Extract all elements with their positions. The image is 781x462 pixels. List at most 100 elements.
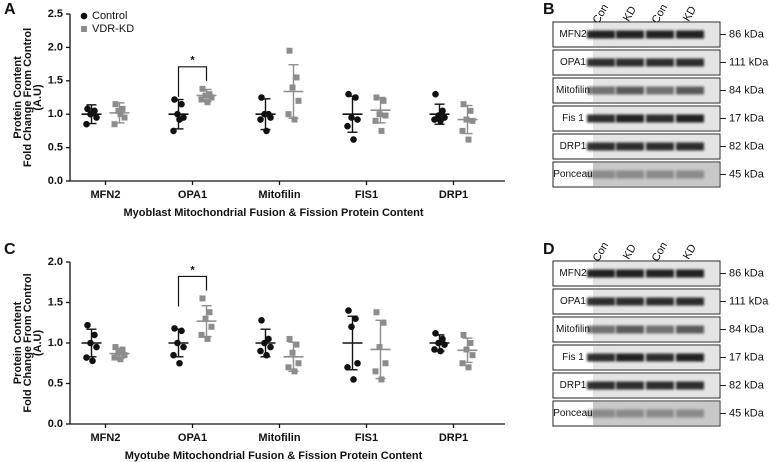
data-point (121, 114, 128, 121)
data-point (439, 335, 446, 343)
data-point (348, 323, 355, 331)
data-point (204, 335, 211, 342)
data-point (469, 117, 476, 124)
data-point (376, 344, 383, 351)
blot-row-label: OPA1 (560, 296, 586, 307)
y-tick-label: 1.5 (48, 296, 63, 308)
data-point (439, 107, 446, 115)
blot-band (676, 142, 704, 151)
data-point (93, 343, 100, 351)
blot-band (587, 269, 615, 278)
blot-band (616, 409, 644, 418)
legend-label: Control (92, 10, 127, 22)
data-point (465, 136, 472, 143)
data-point (295, 360, 302, 367)
blot-row-label: Mitofilin (556, 85, 590, 96)
data-point (198, 96, 205, 103)
lane-label: KD (621, 4, 639, 23)
data-point (83, 354, 90, 361)
y-tick-label: 0.5 (48, 377, 63, 389)
blot-row-label: OPA1 (560, 57, 586, 68)
blot-band (646, 409, 674, 418)
blot-band (676, 269, 704, 278)
data-point (352, 315, 359, 323)
blot-band (676, 58, 704, 67)
blot-band (616, 353, 644, 362)
blot-row-label: MFN2 (559, 29, 587, 40)
blot-band (587, 58, 615, 67)
x-tick-label: FIS1 (355, 189, 378, 201)
y-axis-label: Protein Content (12, 56, 24, 139)
lane-label: KD (681, 4, 699, 23)
blot-row-label: DRP1 (560, 141, 587, 152)
data-point (378, 376, 385, 383)
data-point (115, 349, 122, 356)
y-axis-label: Fold Change From Control (22, 28, 34, 167)
lane-label: Con (650, 240, 670, 263)
blot-band (616, 30, 644, 39)
blot-band (646, 58, 674, 67)
blot-band (616, 142, 644, 151)
blot-band (616, 170, 644, 179)
data-point (267, 343, 274, 351)
data-point (348, 114, 355, 121)
data-point (121, 352, 128, 359)
data-point (373, 309, 380, 316)
data-point (291, 116, 298, 123)
legend-marker (80, 12, 88, 20)
data-point (115, 107, 122, 114)
size-label: 111 kDa (729, 56, 769, 68)
y-axis-label: Fold Change From Control (22, 273, 34, 412)
data-point (263, 127, 270, 135)
x-tick-label: DRP1 (439, 432, 468, 444)
y-tick-label: 1.0 (48, 108, 63, 120)
data-point (93, 114, 100, 121)
data-point (257, 347, 264, 355)
data-point (380, 97, 387, 104)
x-tick-label: MFN2 (91, 432, 121, 444)
blot-band (616, 297, 644, 306)
blot-band (676, 114, 704, 123)
blot-band (646, 142, 674, 151)
data-point (345, 307, 352, 314)
blot-band (587, 86, 615, 95)
data-point (119, 346, 126, 353)
significance-bracket (177, 275, 208, 307)
data-point (354, 359, 361, 367)
y-tick-label: 1.0 (48, 337, 63, 349)
data-point (431, 116, 438, 123)
data-point (206, 91, 213, 98)
x-tick-label: FIS1 (355, 432, 378, 444)
y-tick-label: 2.0 (48, 41, 63, 53)
data-point (171, 325, 178, 332)
data-point (376, 111, 383, 118)
data-point (460, 101, 467, 108)
data-point (265, 335, 272, 343)
data-point (467, 340, 474, 346)
data-point (84, 321, 91, 329)
data-point (293, 74, 300, 81)
blot-band (646, 30, 674, 39)
blot-band (587, 297, 615, 306)
size-label: 17 kDa (729, 112, 765, 124)
data-point (112, 344, 119, 351)
y-axis-label: (A.U) (32, 84, 44, 111)
blot-row-label: Fis 1 (562, 352, 584, 363)
blot-band (646, 269, 674, 278)
x-tick-label: DRP1 (439, 189, 468, 201)
blot-band (646, 170, 674, 179)
y-tick-label: 0.5 (48, 142, 63, 154)
significance-bracket (177, 66, 208, 97)
blot-band (587, 381, 615, 390)
data-point (119, 105, 126, 112)
data-point (176, 116, 183, 123)
data-point (378, 127, 385, 134)
data-point (258, 94, 265, 101)
y-tick-label: 1.5 (48, 75, 63, 87)
y-tick-label: 2.5 (48, 8, 63, 20)
data-point (202, 315, 209, 322)
y-tick-label: 0.0 (48, 418, 63, 430)
data-point (293, 341, 300, 348)
data-point (289, 349, 296, 356)
